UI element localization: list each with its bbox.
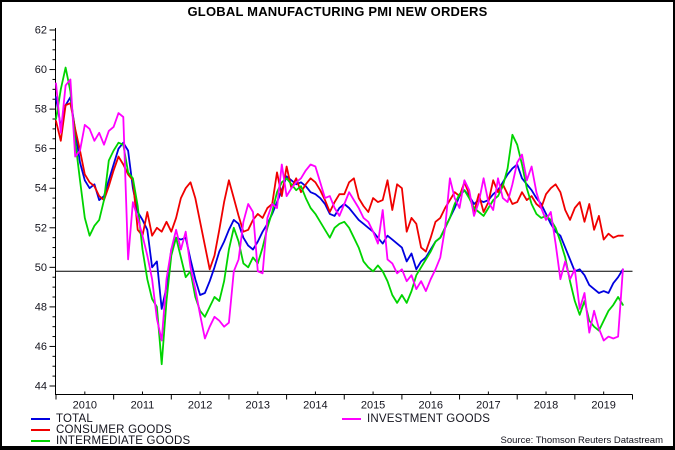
x-tick-label: 2018 bbox=[534, 400, 558, 412]
y-tick-label: 62 bbox=[35, 25, 47, 37]
source-note: Source: Thomson Reuters Datastream bbox=[500, 435, 663, 446]
legend-label-intermediate-goods: INTERMEDIATE GOODS bbox=[56, 435, 191, 447]
x-tick-label: 2010 bbox=[73, 400, 97, 412]
legend-label-consumer-goods: CONSUMER GOODS bbox=[56, 424, 172, 436]
x-tick-label: 2011 bbox=[131, 400, 155, 412]
y-tick-label: 54 bbox=[35, 183, 47, 195]
legend-item-investment-goods: INVESTMENT GOODS bbox=[342, 413, 490, 425]
legend-swatch-total bbox=[31, 418, 50, 420]
y-tick-label: 58 bbox=[35, 104, 47, 116]
chart-title: GLOBAL MANUFACTURING PMI NEW ORDERS bbox=[187, 4, 488, 19]
legend-item-total: TOTAL bbox=[31, 413, 93, 425]
legend-swatch-intermediate-goods bbox=[31, 440, 50, 442]
x-tick-label: 2013 bbox=[246, 400, 270, 412]
y-tick-label: 52 bbox=[35, 222, 47, 234]
legend-label-total: TOTAL bbox=[56, 413, 93, 425]
y-tick-label: 60 bbox=[35, 64, 47, 76]
x-tick-label: 2019 bbox=[591, 400, 615, 412]
y-tick-label: 46 bbox=[35, 341, 47, 353]
series-line-investment-goods bbox=[55, 78, 624, 342]
series-line-consumer-goods bbox=[55, 102, 624, 271]
legend-swatch-investment-goods bbox=[342, 418, 361, 420]
legend-item-consumer-goods: CONSUMER GOODS bbox=[31, 424, 172, 436]
legend-swatch-consumer-goods bbox=[31, 429, 50, 431]
x-tick-label: 2017 bbox=[476, 400, 500, 412]
legend-item-intermediate-goods: INTERMEDIATE GOODS bbox=[31, 435, 191, 447]
x-tick-label: 2012 bbox=[188, 400, 212, 412]
legend-label-investment-goods: INVESTMENT GOODS bbox=[367, 413, 491, 425]
x-tick-label: 2016 bbox=[418, 400, 442, 412]
y-tick-label: 56 bbox=[35, 143, 47, 155]
x-tick-label: 2014 bbox=[303, 400, 327, 412]
series-line-intermediate-goods bbox=[55, 66, 624, 366]
x-tick-label: 2015 bbox=[361, 400, 385, 412]
y-tick-label: 50 bbox=[35, 262, 47, 274]
y-tick-label: 48 bbox=[35, 301, 47, 313]
axes: 44 46 48 50 52 54 56 58 60 62 2010 2011 2012 2013 2014… bbox=[35, 25, 633, 412]
series-line-total bbox=[55, 96, 624, 310]
y-tick-label: 44 bbox=[35, 381, 47, 393]
